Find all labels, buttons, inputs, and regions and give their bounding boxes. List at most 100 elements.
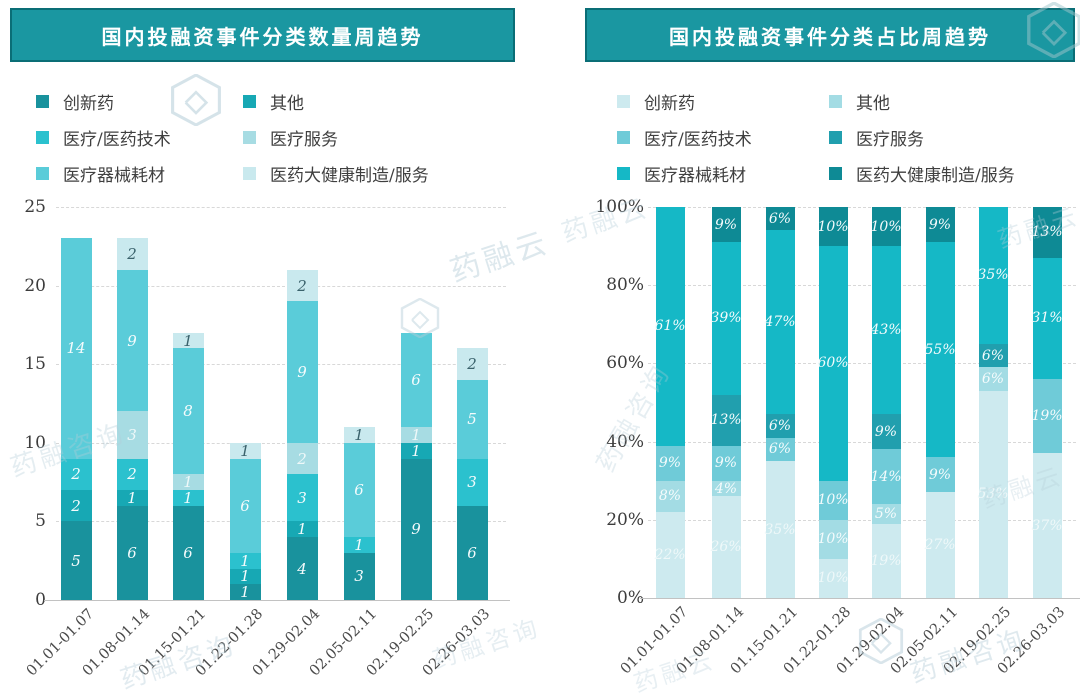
gridline — [56, 521, 506, 523]
gridline — [648, 285, 1076, 287]
bar-segment: 1 — [343, 535, 375, 554]
bar-segment: 35% — [764, 461, 796, 598]
legend-label: 医疗器械耗材 — [63, 166, 165, 186]
bar-segment: 1 — [172, 473, 204, 491]
segment-value-label: 2 — [127, 245, 137, 264]
segment-value-label: 31% — [1031, 310, 1063, 327]
bar-segment: 4 — [286, 537, 318, 600]
segment-value-label: 9% — [874, 423, 898, 440]
segment-value-label: 2 — [297, 449, 307, 468]
legend-item: 医药大健康制造/服务 — [829, 161, 1015, 186]
bar-segment: 6% — [765, 414, 795, 438]
bar-segment: 1 — [229, 552, 261, 570]
bar-segment: 3 — [456, 458, 488, 506]
segment-value-label: 60% — [817, 355, 849, 372]
segment-value-label: 10% — [870, 218, 902, 235]
segment-value-label: 6 — [240, 496, 250, 515]
y-axis-tick-label: 10 — [24, 432, 46, 453]
bar-segment: 6 — [229, 458, 261, 553]
bar-segment: 10% — [817, 519, 849, 559]
bar-segment: 61% — [654, 207, 686, 446]
segment-value-label: 13% — [1031, 224, 1063, 241]
legend-label: 创新药 — [63, 94, 114, 114]
gridline — [648, 441, 1076, 443]
bar-segment: 1 — [229, 583, 261, 601]
bar-segment: 37% — [1031, 453, 1063, 598]
bar-segment: 1 — [172, 488, 204, 507]
legend-item: 医疗/医药技术 — [617, 125, 752, 150]
segment-value-label: 22% — [654, 546, 686, 563]
legend-item: 医药大健康制造/服务 — [243, 161, 429, 186]
bar-segment: 10% — [870, 207, 902, 247]
y-axis-tick-label: 0% — [617, 588, 644, 608]
legend-swatch — [36, 95, 49, 108]
bar-segment: 43% — [870, 246, 902, 415]
bar-segment: 1 — [116, 489, 148, 507]
segment-value-label: 1 — [240, 441, 250, 460]
gridline — [648, 519, 1076, 521]
segment-value-label: 10% — [817, 218, 849, 235]
bar-segment: 8 — [172, 348, 204, 475]
y-axis-tick-label: 100% — [595, 197, 644, 217]
legend-label: 其他 — [856, 94, 890, 114]
segment-value-label: 6 — [183, 543, 193, 562]
bar-segment: 39% — [710, 242, 742, 395]
segment-value-label: 8% — [658, 488, 682, 505]
bar-segment: 14 — [60, 238, 92, 459]
bar-segment: 9% — [925, 207, 955, 243]
segment-value-label: 1 — [411, 425, 421, 444]
bar-segment: 6% — [765, 207, 795, 231]
segment-value-label: 35% — [977, 267, 1009, 284]
legend-item: 医疗服务 — [829, 125, 924, 150]
x-axis-line — [44, 600, 510, 601]
segment-value-label: 1 — [354, 535, 364, 554]
segment-value-label: 5 — [71, 551, 81, 570]
bar-segment: 35% — [977, 207, 1009, 344]
segment-value-label: 1 — [240, 567, 250, 586]
legend-label: 医疗器械耗材 — [644, 166, 746, 186]
bar-segment: 6 — [343, 442, 375, 538]
bar-segment: 1 — [400, 425, 432, 444]
bar-segment: 1 — [229, 441, 261, 460]
bar-segment: 8% — [655, 480, 685, 512]
segment-value-label: 2 — [467, 355, 477, 374]
legend-label: 医疗服务 — [856, 130, 924, 150]
legend-item: 医疗器械耗材 — [36, 161, 165, 186]
bar-segment: 3 — [343, 552, 375, 600]
segment-value-label: 10% — [817, 492, 849, 509]
bar-segment: 6 — [456, 505, 488, 600]
legend-swatch — [617, 95, 630, 108]
legend-item: 医疗服务 — [243, 125, 338, 150]
bar-segment: 14% — [870, 449, 902, 505]
bar-segment: 19% — [1031, 379, 1063, 454]
segment-value-label: 9% — [714, 455, 738, 472]
segment-value-label: 1 — [183, 488, 193, 507]
bar-segment: 5% — [871, 504, 901, 524]
segment-value-label: 14% — [870, 468, 902, 485]
bar-segment: 6 — [172, 505, 204, 600]
bar-segment: 2 — [286, 269, 318, 302]
y-axis-tick-label: 60% — [606, 353, 644, 374]
segment-value-label: 1 — [354, 425, 364, 444]
segment-value-label: 55% — [924, 341, 956, 358]
bar-segment: 1 — [400, 442, 432, 460]
segment-value-label: 1 — [297, 520, 307, 539]
segment-value-label: 19% — [870, 552, 902, 569]
segment-value-label: 47% — [764, 314, 796, 331]
segment-value-label: 35% — [764, 521, 796, 538]
bar-segment: 2 — [116, 238, 148, 270]
segment-value-label: 9% — [928, 216, 952, 233]
legend-item: 其他 — [829, 89, 890, 114]
segment-value-label: 6% — [768, 441, 792, 458]
legend-swatch — [617, 167, 630, 180]
bar-segment: 6% — [978, 367, 1008, 391]
bar-segment: 2 — [456, 348, 488, 380]
legend-item: 其他 — [243, 89, 304, 114]
gridline — [648, 363, 1076, 365]
bar-segment: 6 — [116, 505, 148, 600]
gridline — [56, 364, 506, 366]
segment-value-label: 9 — [127, 331, 137, 350]
bar-segment: 13% — [710, 394, 742, 446]
bar-segment: 53% — [977, 390, 1009, 598]
